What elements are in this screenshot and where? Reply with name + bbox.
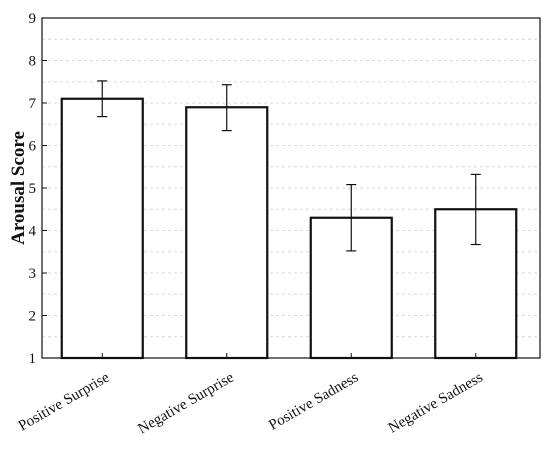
error-bars [97, 80, 481, 252]
bar [185, 106, 269, 360]
x-tick-label: Positive Surprise [16, 369, 113, 434]
y-axis-ticks: 1 2 3 4 5 6 7 8 9 [29, 11, 47, 367]
x-tick-label: Negative Sadness [386, 370, 486, 437]
y-tick-label: 3 [29, 266, 37, 282]
x-tick-label: Negative Surprise [135, 369, 237, 437]
x-tick-label: Positive Sadness [266, 370, 361, 434]
y-tick-label: 2 [29, 309, 37, 325]
y-tick-label: 8 [29, 54, 37, 70]
y-tick-label: 4 [29, 224, 37, 240]
bars [60, 97, 518, 360]
x-axis-labels: Positive Surprise Negative Surprise Positi… [16, 353, 486, 437]
y-tick-label: 9 [29, 11, 37, 27]
y-tick-label: 7 [29, 96, 37, 112]
y-tick-label: 6 [29, 139, 37, 155]
y-tick-label: 5 [29, 181, 37, 197]
bar [60, 97, 144, 360]
y-axis-label: Arousal Score [8, 131, 29, 245]
y-tick-label: 1 [29, 351, 37, 367]
